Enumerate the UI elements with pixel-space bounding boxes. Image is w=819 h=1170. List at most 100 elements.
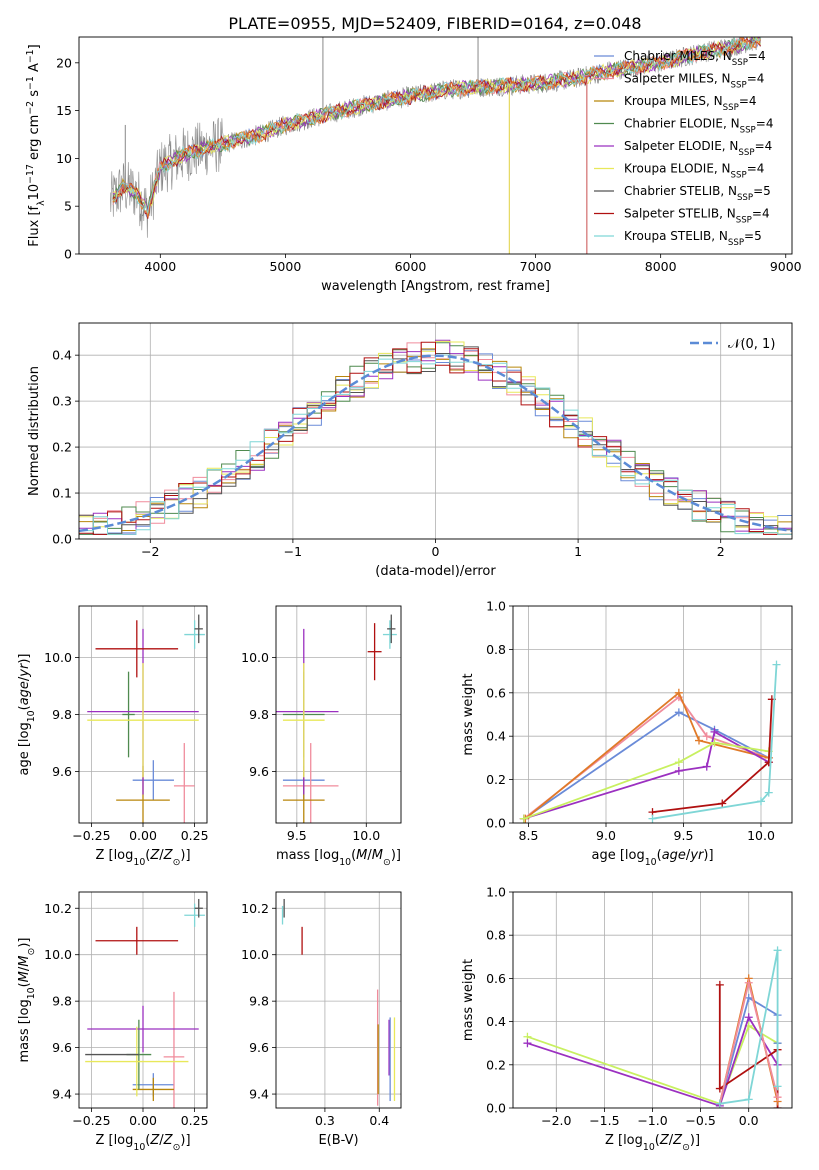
y-tick-label: 9.8	[249, 994, 269, 1009]
y-tick-label: 0.2	[486, 1057, 506, 1072]
spectrum-legend: Chabrier MILES, NSSP=4 Salpeter MILES, NS…	[594, 49, 773, 248]
weight-vs-age: 8.5 9.0 9.5 10.0 0.0 0.2 0.4 0.6 0.8 1.0 age [log1…	[461, 599, 793, 868]
x-tick-label: 9.0	[596, 828, 616, 843]
errorbar-point	[194, 898, 203, 918]
x-tick-label: −1	[284, 544, 302, 559]
weight-series-marker	[523, 1039, 532, 1048]
weight-series-marker	[773, 1093, 782, 1102]
errorbar-point	[95, 620, 179, 678]
weight-series-marker	[674, 766, 683, 775]
errorbar-point	[194, 614, 203, 644]
mass-vs-ebv: 0.3 0.4 9.4 9.6 9.8 10.0 10.2 E(B-V)	[241, 891, 402, 1148]
errorbar-point	[173, 743, 195, 823]
histogram-legend: 𝒩(0, 1)	[690, 337, 775, 352]
x-tick-label: 0.25	[181, 828, 209, 843]
errorbar-point	[132, 1077, 174, 1102]
weight-vs-age-plot-area	[513, 606, 792, 823]
errorbar-point	[367, 623, 382, 681]
x-tick-label: 9.5	[287, 828, 307, 843]
x-tick-label: 0.00	[129, 828, 157, 843]
y-tick-label: 9.4	[52, 1087, 72, 1102]
errorbar-point	[87, 1005, 199, 1053]
age-vs-mass-plot-area	[276, 606, 401, 823]
weight-series-marker	[744, 993, 753, 1002]
y-tick-label: 0.6	[486, 685, 506, 700]
x-tick-label: 0.3	[315, 1113, 335, 1128]
weight-series-marker	[744, 1013, 753, 1022]
y-tick-label: 0.4	[52, 348, 72, 363]
x-tick-label: 10.0	[352, 828, 380, 843]
legend-label: Salpeter STELIB, NSSP=4	[624, 207, 770, 226]
mass-vs-Z-xlabel: Z [log10(Z/Z⊙)]	[95, 1133, 190, 1153]
errorbar-point	[184, 620, 205, 649]
mass-vs-ebv-frame	[275, 891, 402, 1109]
age-vs-Z-xlabel: Z [log10(Z/Z⊙)]	[95, 848, 190, 868]
mass-vs-Z-ylabel: mass [log10(M/M⊙)]	[17, 937, 37, 1062]
age-vs-mass-frame	[275, 605, 402, 824]
weight-series-marker	[764, 788, 773, 797]
y-tick-label: 10.0	[44, 947, 72, 962]
y-tick-label: 9.6	[249, 1040, 269, 1055]
weight-series-line	[523, 695, 770, 820]
x-tick-label: −1.5	[589, 1113, 619, 1128]
weight-series-line	[652, 664, 778, 820]
weight-series-marker	[772, 660, 781, 669]
weight-series-line	[652, 699, 773, 813]
weight-series-marker	[773, 946, 782, 955]
weight-vs-Z-xlabel: Z [log10(Z/Z⊙)]	[605, 1133, 700, 1153]
x-tick-label: 9000	[770, 259, 802, 274]
weight-vs-Z-frame	[512, 891, 793, 1109]
legend-label: Salpeter MILES, NSSP=4	[624, 72, 764, 91]
y-tick-label: 0.2	[52, 440, 72, 455]
legend-label: Chabrier ELODIE, NSSP=4	[624, 117, 773, 136]
x-tick-label: 0	[432, 544, 440, 559]
x-tick-label: 6000	[395, 259, 427, 274]
y-tick-label: 9.4	[249, 1087, 269, 1102]
errorbar-point	[95, 926, 179, 955]
weight-series-marker	[702, 732, 711, 741]
weight-vs-Z-plot-area	[513, 892, 792, 1108]
y-tick-label: 20	[56, 55, 72, 70]
y-tick-label: 0	[64, 247, 72, 262]
weight-vs-age-ylabel: mass weight	[461, 673, 476, 755]
x-tick-label: 0.4	[369, 1113, 389, 1128]
errorbar-point	[382, 620, 397, 649]
weight-series-marker	[715, 1099, 724, 1108]
errorbar-point	[132, 760, 174, 801]
spectrum-plot-area	[110, 37, 762, 254]
legend-label: Kroupa ELODIE, NSSP=4	[624, 162, 764, 181]
weight-series-marker	[674, 758, 683, 767]
errorbar-point	[163, 991, 185, 1108]
histogram-plot-area	[79, 323, 792, 539]
y-tick-label: 0.1	[52, 486, 72, 501]
weight-series-marker	[715, 980, 724, 989]
mass-vs-Z-plot-area	[79, 892, 207, 1108]
normal-distribution-curve	[79, 354, 792, 533]
y-tick-label: 5	[64, 199, 72, 214]
spectrum: 4000 5000 6000 7000 8000 9000 0 5 10 15 20 waveleng…	[25, 36, 802, 294]
x-tick-label: 8.5	[519, 828, 539, 843]
x-tick-label: −0.25	[72, 1113, 110, 1128]
spectrum-model-line	[112, 37, 761, 217]
mass-vs-ebv-plot-area	[276, 892, 401, 1108]
age-vs-mass-xlabel: mass [log10(M/M⊙)]	[276, 848, 401, 868]
legend-label: Chabrier MILES, NSSP=4	[624, 49, 766, 68]
y-tick-label: 9.8	[52, 994, 72, 1009]
weight-series-marker	[648, 814, 657, 823]
weight-vs-Z: −2.0 −1.5 −1.0 −0.5 0.0 0.0 0.2 0.4 0.6 0.8 1.0 Z […	[461, 885, 793, 1153]
weight-series-line	[523, 711, 770, 820]
weight-series-marker	[773, 1082, 782, 1091]
age-vs-Z-frame	[78, 605, 208, 824]
x-tick-label: 9.5	[674, 828, 694, 843]
x-tick-label: 8000	[645, 259, 677, 274]
legend-label: Kroupa MILES, NSSP=4	[624, 94, 757, 113]
spectrum-model-line	[112, 37, 762, 215]
weight-vs-Z-ylabel: mass weight	[461, 959, 476, 1041]
y-tick-label: 9.6	[52, 1040, 72, 1055]
x-tick-label: −2.0	[541, 1113, 571, 1128]
y-tick-label: 0.0	[52, 532, 72, 547]
mass-vs-Z-frame	[78, 891, 208, 1109]
x-tick-label: −0.25	[72, 828, 110, 843]
x-tick-label: −0.5	[685, 1113, 715, 1128]
spectrum-xlabel: wavelength [Angstrom, rest frame]	[321, 279, 550, 294]
